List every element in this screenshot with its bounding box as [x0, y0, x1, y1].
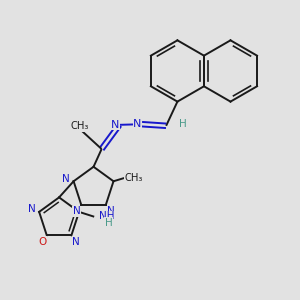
Text: CH₃: CH₃	[70, 121, 89, 131]
Text: N: N	[28, 204, 35, 214]
Text: O: O	[38, 237, 46, 247]
Text: N: N	[62, 174, 70, 184]
Text: H: H	[105, 218, 112, 227]
Text: N: N	[73, 206, 80, 216]
Text: N: N	[107, 206, 115, 216]
Text: H: H	[179, 119, 187, 129]
Text: N: N	[111, 119, 119, 130]
Text: N: N	[72, 237, 80, 247]
Text: N: N	[133, 119, 142, 129]
Text: NH: NH	[99, 211, 115, 221]
Text: CH₃: CH₃	[124, 173, 143, 183]
